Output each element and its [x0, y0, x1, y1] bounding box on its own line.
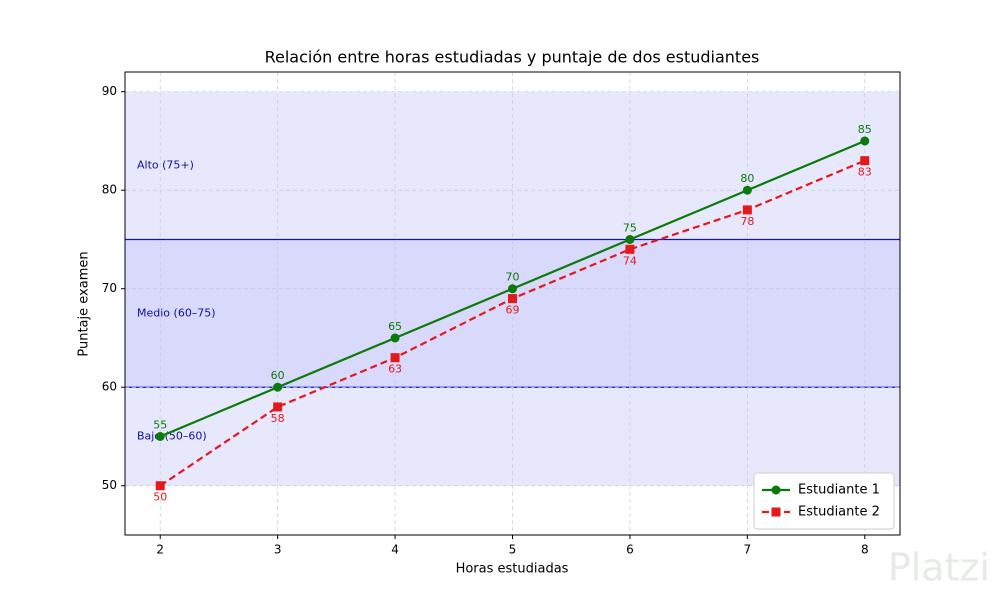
x-tick-label: 6	[626, 543, 634, 557]
marker	[155, 431, 165, 441]
marker	[155, 481, 165, 491]
data-label: 50	[153, 491, 167, 504]
data-label: 74	[623, 254, 637, 267]
marker	[273, 402, 283, 412]
x-tick-label: 8	[861, 543, 869, 557]
y-tick-label: 70	[102, 281, 117, 295]
marker	[860, 156, 870, 166]
legend-box	[753, 472, 895, 530]
data-label: 69	[506, 304, 520, 317]
x-tick-label: 5	[509, 543, 517, 557]
legend-label: Estudiante 1	[798, 483, 880, 498]
x-tick-label: 4	[391, 543, 399, 557]
marker	[771, 485, 781, 495]
marker	[625, 234, 635, 244]
y-axis-label: Puntaje examen	[77, 251, 92, 356]
x-tick-label: 2	[156, 543, 164, 557]
chart-title: Relación entre horas estudiadas y puntaj…	[265, 48, 760, 67]
marker	[390, 353, 400, 363]
watermark: Platzi	[888, 546, 990, 590]
marker	[625, 244, 635, 254]
x-tick-label: 3	[274, 543, 282, 557]
data-label: 80	[740, 172, 754, 185]
band-label: Alto (75+)	[137, 159, 194, 172]
data-label: 78	[740, 215, 754, 228]
marker	[508, 284, 517, 294]
marker	[273, 382, 283, 392]
band-label: Bajo (50–60)	[137, 429, 207, 442]
y-tick-label: 50	[102, 478, 117, 492]
data-label: 85	[858, 123, 872, 136]
y-tick-label: 80	[102, 183, 117, 197]
marker	[390, 333, 400, 343]
marker	[860, 136, 870, 146]
plot-frame	[124, 71, 901, 536]
data-label: 60	[271, 369, 285, 382]
legend: Estudiante 1 Estudiante 2	[753, 472, 895, 530]
data-label: 63	[388, 363, 402, 376]
y-tick-label: 60	[102, 380, 117, 394]
x-tick-label: 7	[744, 543, 752, 557]
x-axis-label: Horas estudiadas	[456, 562, 569, 577]
data-label: 83	[858, 166, 872, 179]
data-label: 75	[623, 221, 637, 234]
data-label: 55	[153, 418, 167, 431]
marker	[508, 294, 517, 304]
data-label: 70	[506, 271, 520, 284]
data-label: 58	[271, 412, 285, 425]
band-label: Medio (60–75)	[137, 306, 216, 319]
marker	[742, 185, 752, 195]
y-tick-label: 90	[102, 84, 117, 98]
legend-label: Estudiante 2	[798, 505, 880, 520]
data-label: 65	[388, 320, 402, 333]
marker	[742, 205, 752, 215]
marker	[771, 507, 781, 517]
